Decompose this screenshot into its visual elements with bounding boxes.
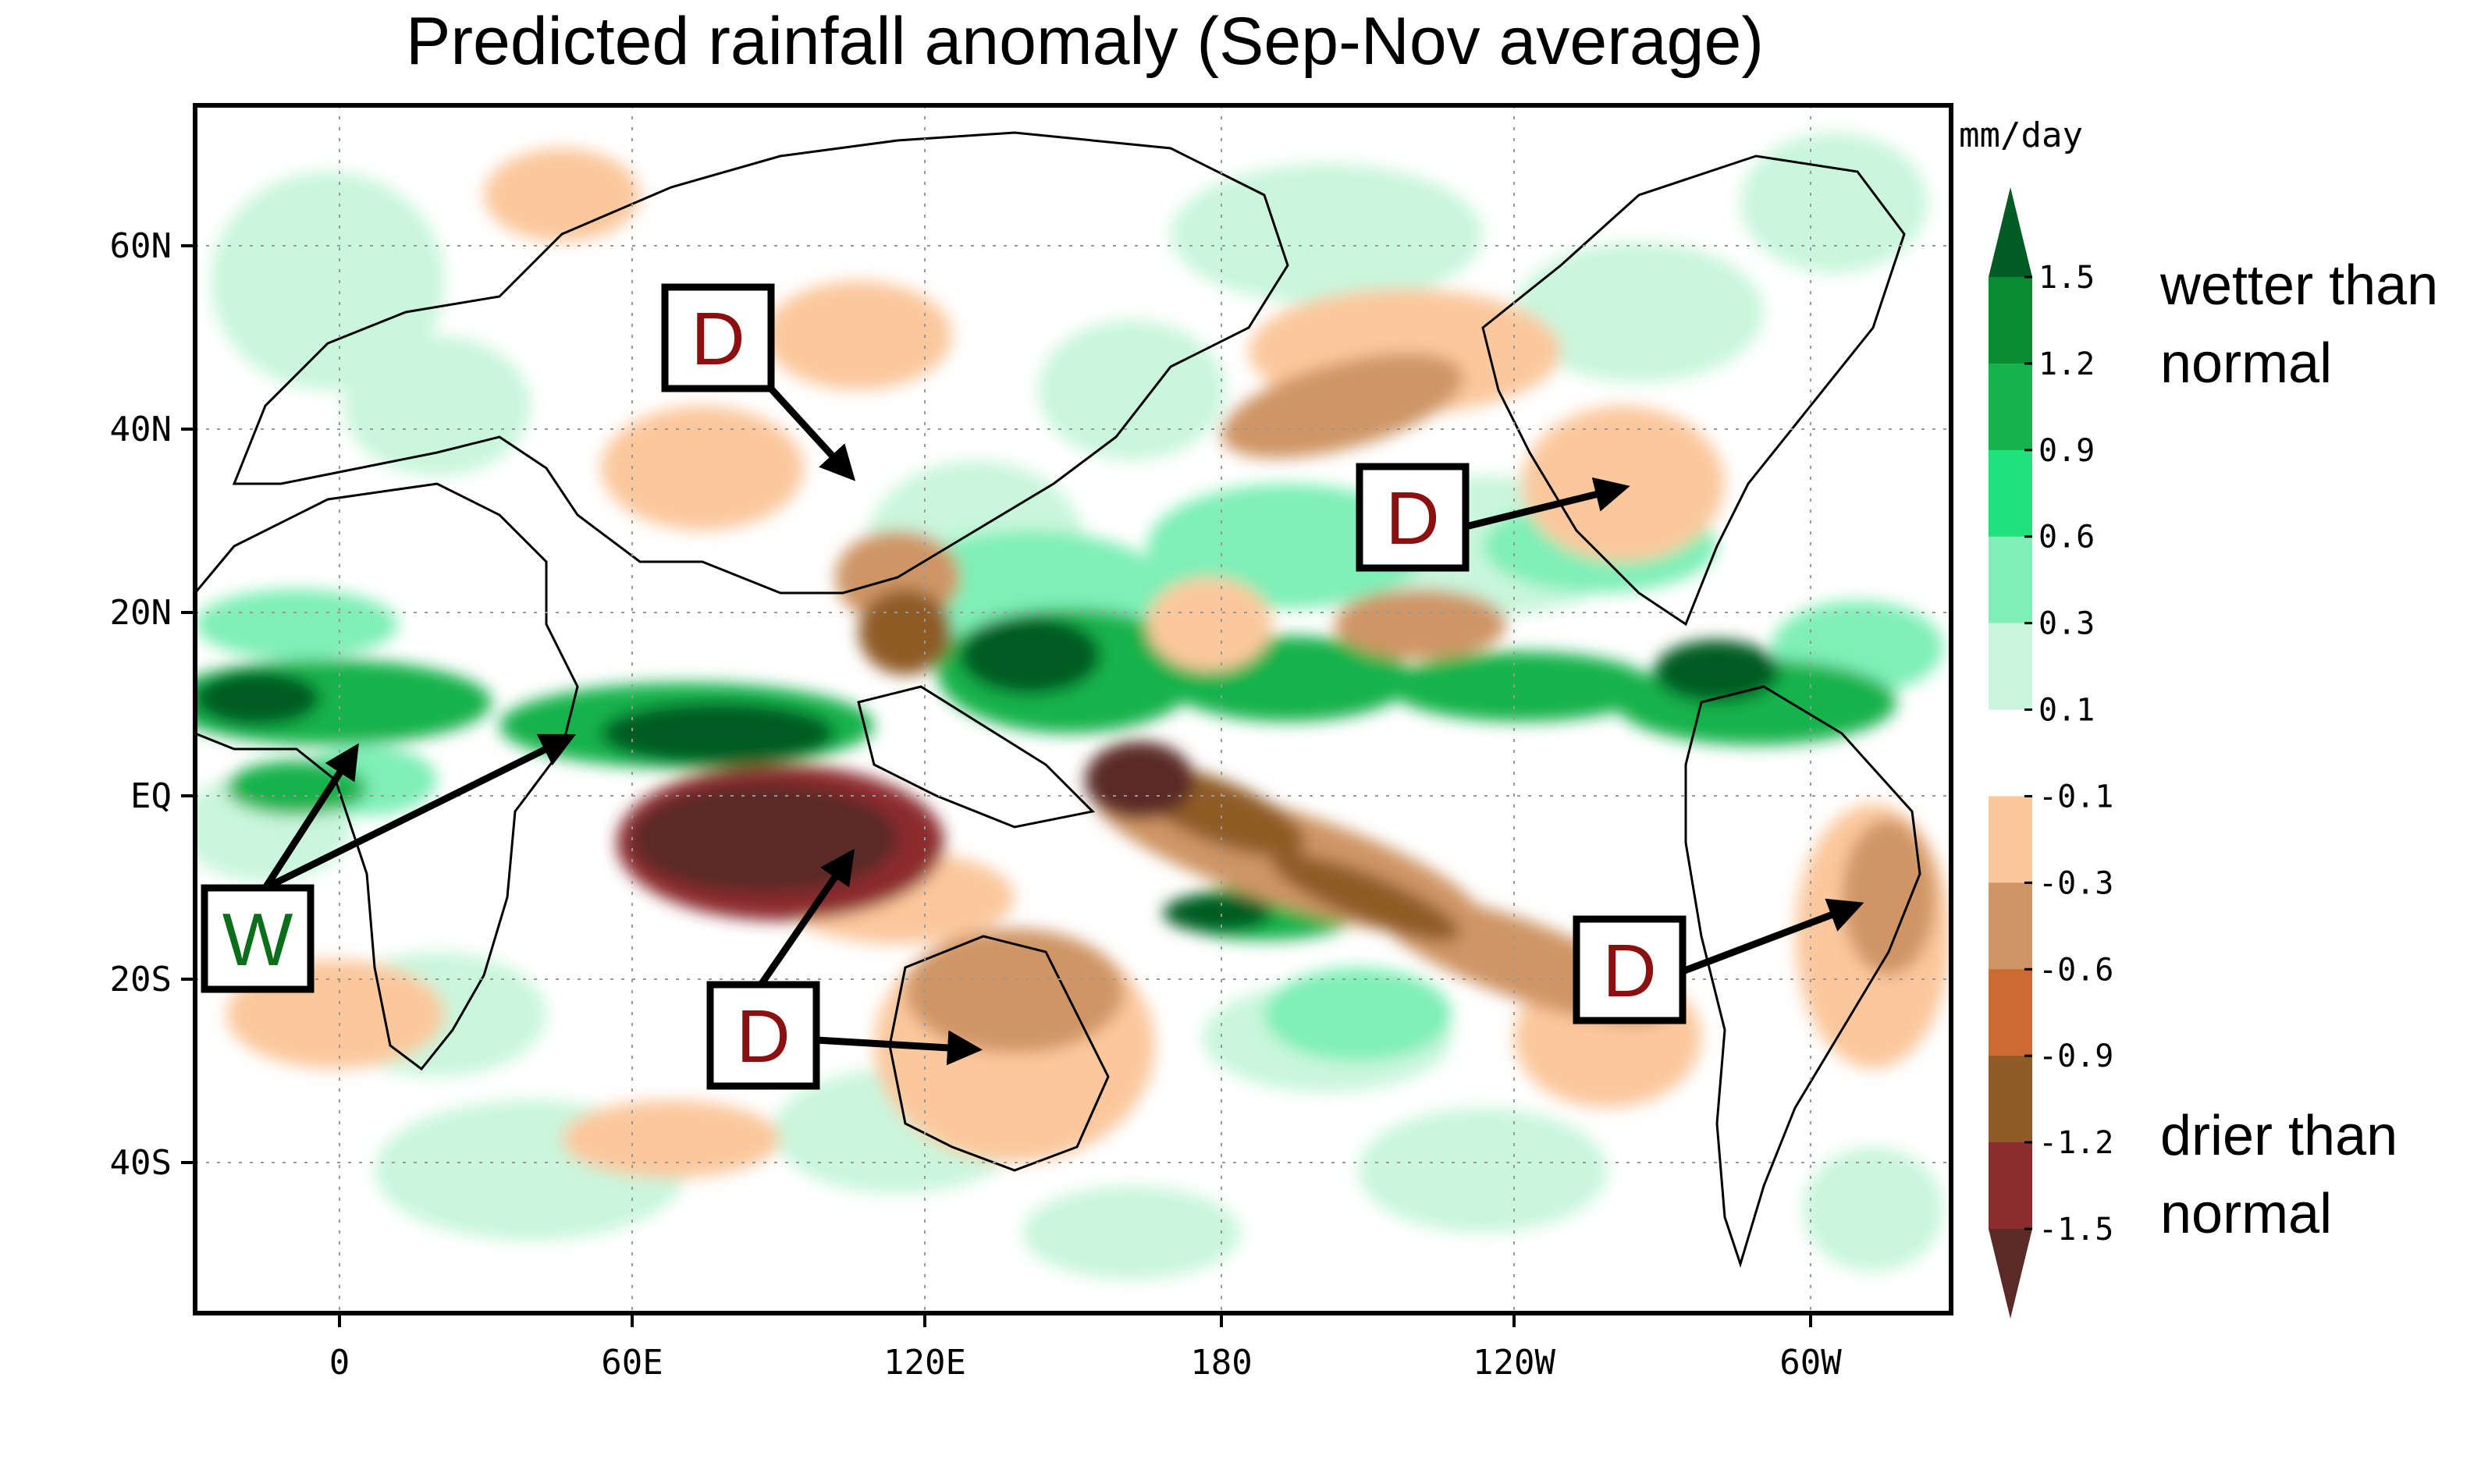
y-tick-label: 20N [110,593,172,633]
colorbar-top-arrow [1989,187,2032,277]
x-tick-label: 0 [329,1343,350,1383]
x-tick-label: 60E [601,1343,663,1383]
maritime-continent-outline [857,685,1096,829]
annotation-arrow [766,383,856,481]
annotation-box [661,283,775,392]
y-tick-label: 40N [110,410,172,449]
eurasia-outline [232,131,1289,595]
grid-lines [195,105,1951,1313]
wet-label-line1: wetter than [2159,254,2438,317]
colorbar-level-label: 0.1 [2038,693,2095,729]
colorbar-bin [1989,709,2032,797]
colorbar-bin [1989,969,2032,1057]
colorbar-level-label: 1.5 [2038,260,2095,296]
colorbar-level-label: 0.6 [2038,520,2095,556]
y-tick-label: 40S [110,1143,172,1183]
annotation-arrow [262,743,359,890]
colorbar-level-label: -1.2 [2038,1125,2113,1161]
chart-title: Predicted rainfall anomaly (Sep-Nov aver… [406,4,1764,79]
colorbar-level-label: -0.1 [2038,779,2113,815]
africa-outline [195,482,579,1071]
wet-label-line2: normal [2160,332,2332,395]
colorbar-level-label: -0.6 [2038,952,2113,988]
south-america-outline [1684,685,1921,1268]
colorbar-bin [1989,623,2032,711]
x-tick-label: 120E [883,1343,966,1383]
colorbar-level-label: -0.9 [2038,1038,2113,1074]
annotation-letter: D [1385,477,1439,560]
colorbar-level-label: -1.5 [2038,1212,2113,1248]
annotation-box [706,981,820,1090]
map-frame [193,103,1953,1315]
colorbar-level-label: 0.9 [2038,433,2095,469]
indian-ocean-dry-core [617,741,1194,921]
annotation-arrow [758,848,855,987]
y-tick-label: EQ [130,776,172,816]
colorbar-labels: 1.5 1.2 0.9 0.6 0.3 0.1 -0.1 -0.3 -0.6 -0.9 -1.2 -1… [2024,260,2113,1248]
rainfall-anomaly-map [195,105,1951,1313]
annotation-arrow [816,1030,983,1066]
map-axes: 0 60E 120E 180 120W 60W 60N 40N 20N EQ 20S 40S [110,226,1843,1383]
annotation-box [1573,915,1687,1024]
annotation-box [1356,463,1470,572]
dry-label-line2: normal [2160,1183,2332,1245]
anomaly-field [195,133,1951,1280]
colorbar-bin [1989,363,2032,451]
x-tick-label: 180 [1190,1343,1252,1383]
colorbar-level-label: -0.3 [2038,865,2113,901]
colorbar-bin [1989,1056,2032,1144]
colorbar-level-label: 1.2 [2038,346,2095,382]
colorbar-bin [1989,277,2032,364]
annotation-box [201,884,315,993]
y-tick-label: 60N [110,226,172,266]
y-tick-label: 20S [110,960,172,999]
north-america-outline [1481,154,1906,627]
colorbar-bin [1989,536,2032,624]
very-wet-cores [195,616,1779,932]
x-tick-label: 60W [1779,1343,1842,1383]
annotation-letter: D [736,995,790,1078]
colorbar-unit: mm/day [1959,115,2083,155]
annotation-letter: D [1602,929,1656,1013]
colorbar-bin [1989,449,2032,538]
colorbar-bin [1989,796,2032,884]
annotation-arrow [1681,898,1864,975]
colorbar-level-label: 0.3 [2038,606,2095,642]
annotation-letter: D [691,297,745,381]
coastlines [195,131,1921,1268]
annotation-letter: W [222,898,293,982]
x-tick-label: 120W [1473,1343,1555,1383]
colorbar-bin [1989,882,2032,971]
colorbar-bins [1989,187,2032,1319]
annotation-arrow [264,733,577,892]
annotation-arrow [1464,477,1630,531]
annotations: D D W D D [201,283,1864,1090]
light-wet-patches [195,133,1943,1280]
colorbar-bin [1989,1142,2032,1230]
colorbar: mm/day 1.5 1.2 0.9 0.6 0.3 0.1 -0.1 -0.3 -0.6 -0.… [1959,115,2438,1319]
australia-outline [888,935,1110,1172]
dry-label-line1: drier than [2160,1105,2397,1167]
colorbar-bottom-arrow [1989,1229,2032,1319]
